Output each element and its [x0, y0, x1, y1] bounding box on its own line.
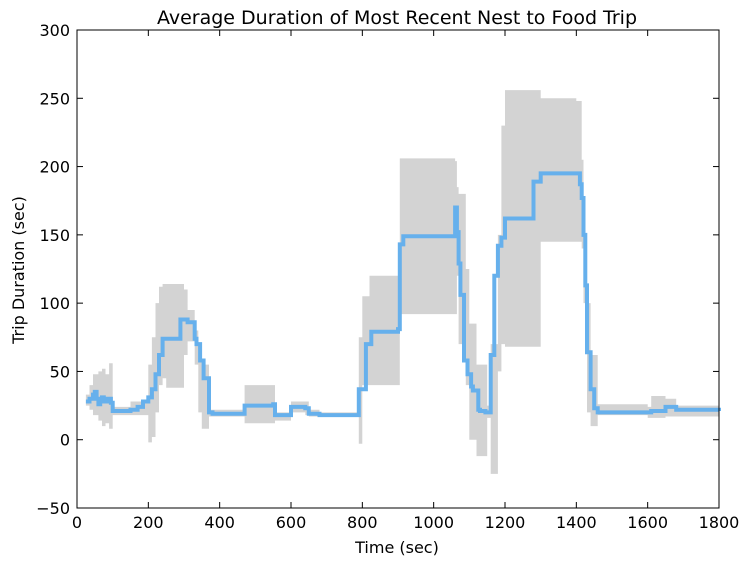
x-tick-label: 1400	[556, 513, 597, 532]
x-tick-label: 200	[133, 513, 164, 532]
y-axis-title: Trip Duration (sec)	[9, 196, 28, 345]
chart-title: Average Duration of Most Recent Nest to …	[157, 7, 637, 29]
x-tick-label: 1000	[413, 513, 454, 532]
y-tick-label: −50	[36, 499, 70, 518]
x-tick-label: 1600	[627, 513, 668, 532]
x-tick-label: 600	[276, 513, 307, 532]
variance-band	[85, 90, 719, 474]
x-tick-label: 0	[72, 513, 82, 532]
x-tick-label: 1200	[485, 513, 526, 532]
x-tick-label: 400	[204, 513, 235, 532]
y-tick-label: 50	[50, 362, 70, 381]
plot-frame	[76, 29, 720, 509]
x-tick-label: 800	[347, 513, 378, 532]
x-axis: 0 200 400 600 800 1000 1200 1400 1600 1800	[72, 30, 739, 532]
y-axis: −50 0 50 100 150 200 250 300	[36, 21, 719, 518]
y-tick-label: 200	[39, 158, 70, 177]
mean-series-line	[85, 171, 721, 418]
y-tick-label: 0	[60, 431, 70, 450]
y-tick-label: 100	[39, 294, 70, 313]
y-tick-label: 150	[39, 226, 70, 245]
line-layer	[85, 171, 721, 418]
x-tick-label: 1800	[699, 513, 740, 532]
band-layer	[85, 90, 719, 474]
x-axis-title: Time (sec)	[354, 538, 439, 557]
y-tick-label: 250	[39, 89, 70, 108]
y-tick-label: 300	[39, 21, 70, 40]
